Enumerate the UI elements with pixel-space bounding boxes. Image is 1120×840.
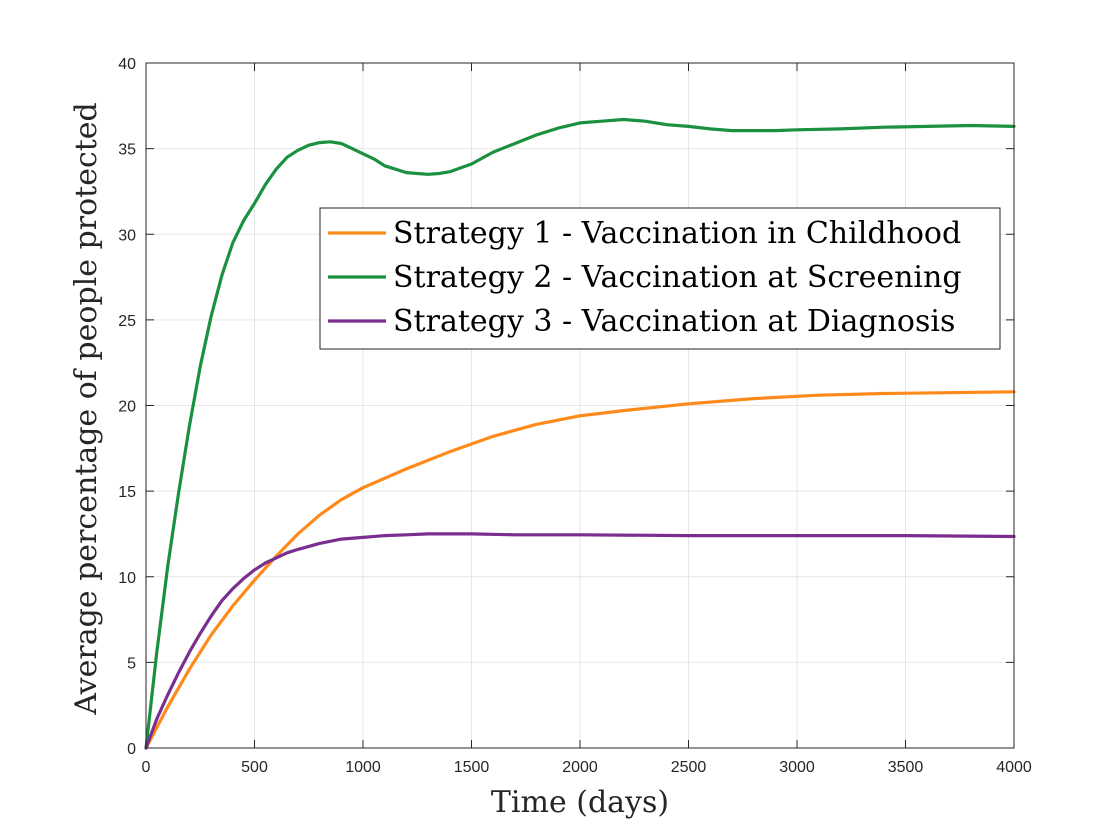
legend-entries: Strategy 1 - Vaccination in Childhood Str…: [328, 216, 962, 339]
series-line-3: [144, 532, 1016, 750]
x-tick-label-4: 2000: [562, 759, 598, 776]
legend-label-3: Strategy 3 - Vaccination at Diagnosis: [393, 304, 955, 339]
series-layer: [144, 117, 1016, 750]
x-tick-label-5: 2500: [671, 759, 707, 776]
ticks-layer: [145, 62, 1015, 749]
y-tick-label-2: 10: [118, 570, 136, 587]
y-tick-label-4: 20: [118, 399, 136, 416]
y-tick-label-7: 35: [118, 142, 136, 159]
series-line-1: [144, 390, 1016, 750]
y-tick-label-5: 25: [118, 313, 136, 330]
x-tick-label-2: 1000: [345, 759, 381, 776]
legend: Strategy 1 - Vaccination in Childhood Str…: [319, 207, 1001, 350]
series-line-2: [144, 117, 1016, 750]
y-tick-label-8: 40: [118, 56, 136, 73]
x-axis-title: Time (days): [491, 785, 669, 820]
x-tick-label-1: 500: [241, 759, 268, 776]
x-tick-label-3: 1500: [454, 759, 490, 776]
legend-label-1: Strategy 1 - Vaccination in Childhood: [393, 216, 961, 251]
y-tick-label-3: 15: [118, 484, 136, 501]
legend-box: [319, 207, 1001, 350]
y-tick-label-1: 5: [127, 655, 136, 672]
tick-labels-layer: 0 500 1000 1500 2000 2500 3000 3500 4000 0 5 10 15 20…: [118, 56, 1032, 776]
x-tick-label-7: 3500: [888, 759, 924, 776]
y-tick-label-6: 30: [118, 227, 136, 244]
y-tick-label-0: 0: [127, 741, 136, 758]
grid-layer: [146, 63, 1014, 748]
x-tick-label-6: 3000: [779, 759, 815, 776]
x-tick-label-8: 4000: [996, 759, 1032, 776]
legend-label-2: Strategy 2 - Vaccination at Screening: [393, 260, 962, 295]
y-axis-title: Average percentage of people protected: [69, 102, 104, 716]
x-tick-label-0: 0: [142, 759, 151, 776]
